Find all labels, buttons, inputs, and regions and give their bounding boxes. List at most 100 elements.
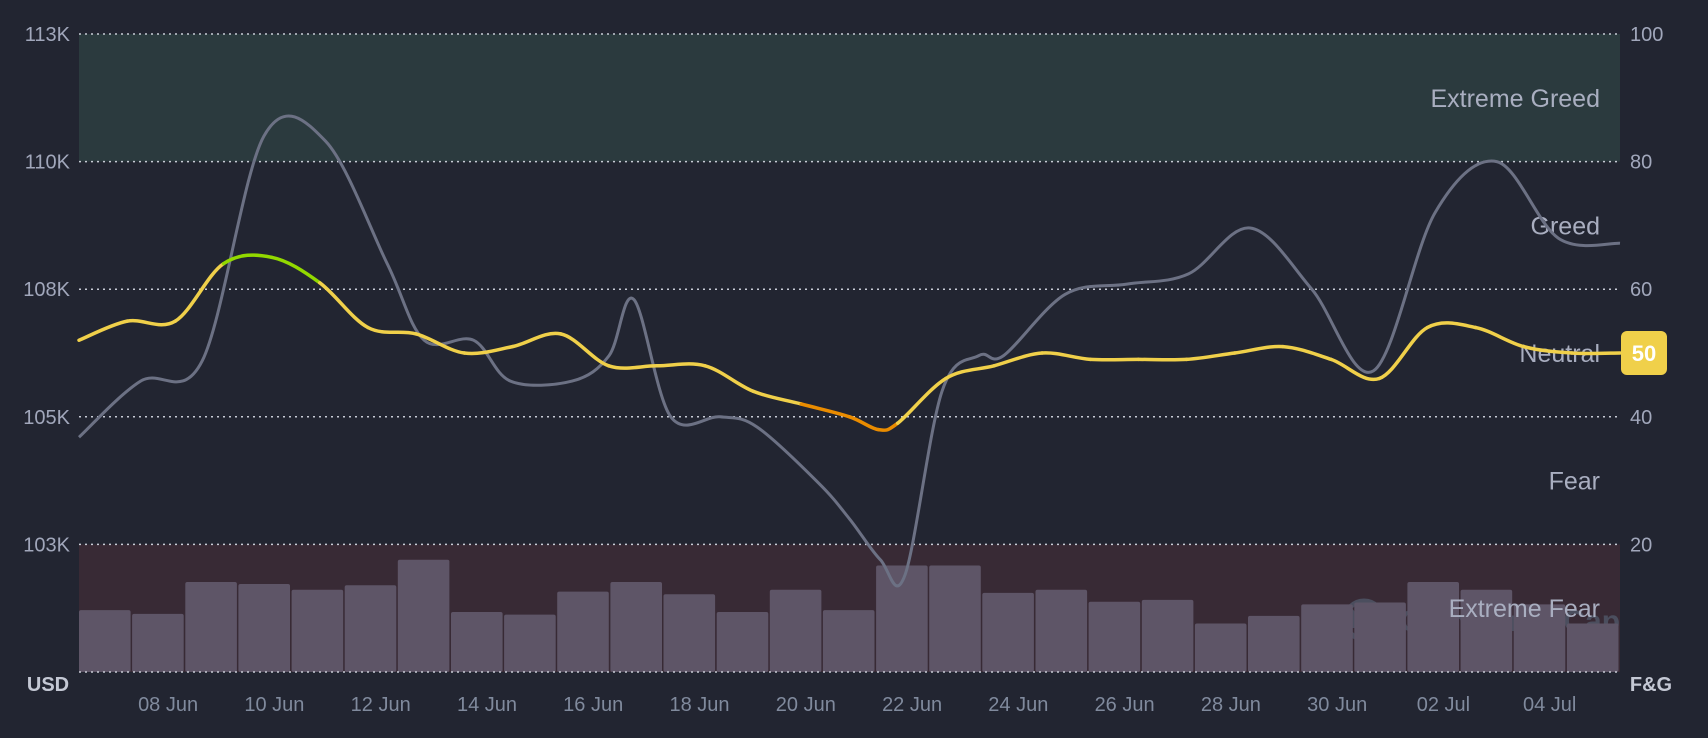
current-value-text: 50	[1632, 341, 1656, 366]
fear-greed-segment	[1233, 344, 1285, 355]
fear-greed-line	[77, 253, 1622, 433]
fear-greed-segment	[876, 421, 900, 433]
volume-bar	[451, 612, 503, 672]
x-tick-label: 12 Jun	[351, 694, 411, 716]
grid-lines	[79, 33, 1620, 673]
fear-greed-segment	[558, 332, 611, 368]
fear-greed-segment	[366, 325, 418, 336]
zone-label: Extreme Greed	[1430, 85, 1600, 113]
fear-greed-segment	[77, 319, 129, 342]
fear-greed-segment	[799, 402, 852, 419]
volume-bar	[1460, 589, 1513, 672]
volume-bar	[1566, 623, 1619, 672]
fear-greed-segment	[1521, 344, 1574, 355]
volume-bar	[1141, 599, 1194, 672]
fear-greed-segment	[221, 253, 274, 266]
volume-bar	[557, 591, 609, 672]
right-tick-label: 20	[1630, 534, 1652, 556]
x-tick-label: 26 Jun	[1095, 694, 1155, 716]
price-line	[77, 114, 1621, 588]
fear-greed-segment	[1377, 325, 1430, 381]
left-tick-label: 110K	[25, 152, 71, 174]
right-axis-ticks: 20 40 60 80 100	[1630, 24, 1663, 556]
x-tick-label: 22 Jun	[882, 694, 942, 716]
volume-bar	[1035, 589, 1088, 672]
volume-bar	[1354, 602, 1406, 672]
fear-greed-segment	[269, 255, 322, 285]
right-tick-label: 80	[1630, 152, 1652, 174]
volume-bar	[344, 585, 397, 672]
volume-bar	[876, 565, 928, 672]
volume-bar	[929, 565, 981, 672]
volume-bar	[716, 612, 769, 672]
volume-bar	[769, 589, 822, 672]
volume-bar	[1248, 615, 1300, 672]
fear-greed-segment	[414, 332, 467, 355]
zone-label: Extreme Fear	[1449, 595, 1600, 623]
extreme-greed-zone	[79, 34, 1620, 162]
volume-bar	[132, 613, 184, 672]
x-tick-label: 08 Jun	[138, 694, 198, 716]
left-tick-label: 103K	[23, 534, 70, 556]
current-value-badge-bg	[1621, 331, 1667, 375]
fear-greed-segment	[895, 376, 948, 425]
zone-label: Fear	[1549, 468, 1600, 496]
volume-bar	[822, 610, 875, 672]
x-axis-ticks: 08 Jun 10 Jun 12 Jun 14 Jun 16 Jun 18 Jun 20 J…	[138, 694, 1576, 716]
volume-bar	[1301, 604, 1353, 672]
fear-greed-segment	[318, 281, 370, 330]
fear-greed-segment	[1473, 325, 1526, 349]
left-tick-label: 105K	[23, 407, 70, 429]
x-tick-label: 18 Jun	[669, 694, 729, 716]
fear-greed-segment	[510, 331, 563, 349]
volume-bar	[504, 614, 556, 672]
fear-greed-segment	[655, 362, 707, 368]
x-tick-label: 28 Jun	[1201, 694, 1261, 716]
volume-bar	[1513, 604, 1566, 672]
x-tick-label: 02 Jul	[1417, 694, 1470, 716]
volume-bar	[1194, 623, 1247, 672]
right-tick-label: 100	[1630, 24, 1663, 46]
x-tick-label: 24 Jun	[988, 694, 1048, 716]
fear-greed-segment	[1281, 344, 1333, 362]
right-tick-label: 40	[1630, 407, 1652, 429]
x-tick-label: 20 Jun	[776, 694, 836, 716]
fear-greed-segment	[606, 364, 659, 370]
x-tick-label: 04 Jul	[1523, 694, 1576, 716]
volume-bar	[1407, 582, 1459, 672]
left-tick-label: 108K	[23, 279, 70, 301]
left-axis-ticks: 103K 105K 108K 110K 113K	[23, 24, 70, 556]
fear-greed-segment	[1329, 357, 1381, 382]
x-tick-label: 16 Jun	[563, 694, 623, 716]
volume-bar	[185, 582, 237, 672]
fear-greed-segment	[1425, 321, 1478, 330]
fear-greed-segment	[1184, 351, 1237, 362]
left-axis-unit: USD	[27, 674, 69, 696]
volume-bars	[79, 559, 1619, 672]
fear-greed-segment	[847, 415, 881, 432]
right-tick-label: 60	[1630, 279, 1652, 301]
fear-greed-segment	[944, 364, 996, 381]
fear-greed-segment	[1040, 351, 1093, 362]
fear-greed-segment	[751, 389, 804, 406]
fear-greed-segment	[173, 261, 226, 323]
fear-greed-segment	[992, 351, 1044, 368]
fear-greed-segment	[125, 318, 178, 327]
left-tick-label: 113K	[25, 24, 71, 46]
volume-bar	[238, 584, 290, 672]
x-tick-label: 30 Jun	[1307, 694, 1367, 716]
volume-bar	[982, 592, 1034, 672]
current-value-badge: 50	[1621, 331, 1667, 375]
volume-bar	[79, 610, 131, 672]
volume-bar	[397, 559, 450, 672]
volume-bar	[291, 589, 344, 672]
x-tick-label: 14 Jun	[457, 694, 517, 716]
volume-bar	[610, 582, 662, 672]
fear-greed-segment	[462, 344, 515, 356]
volume-bar	[663, 594, 716, 672]
x-tick-label: 10 Jun	[244, 694, 304, 716]
volume-bar	[1088, 601, 1141, 672]
fear-greed-segment	[703, 364, 755, 394]
